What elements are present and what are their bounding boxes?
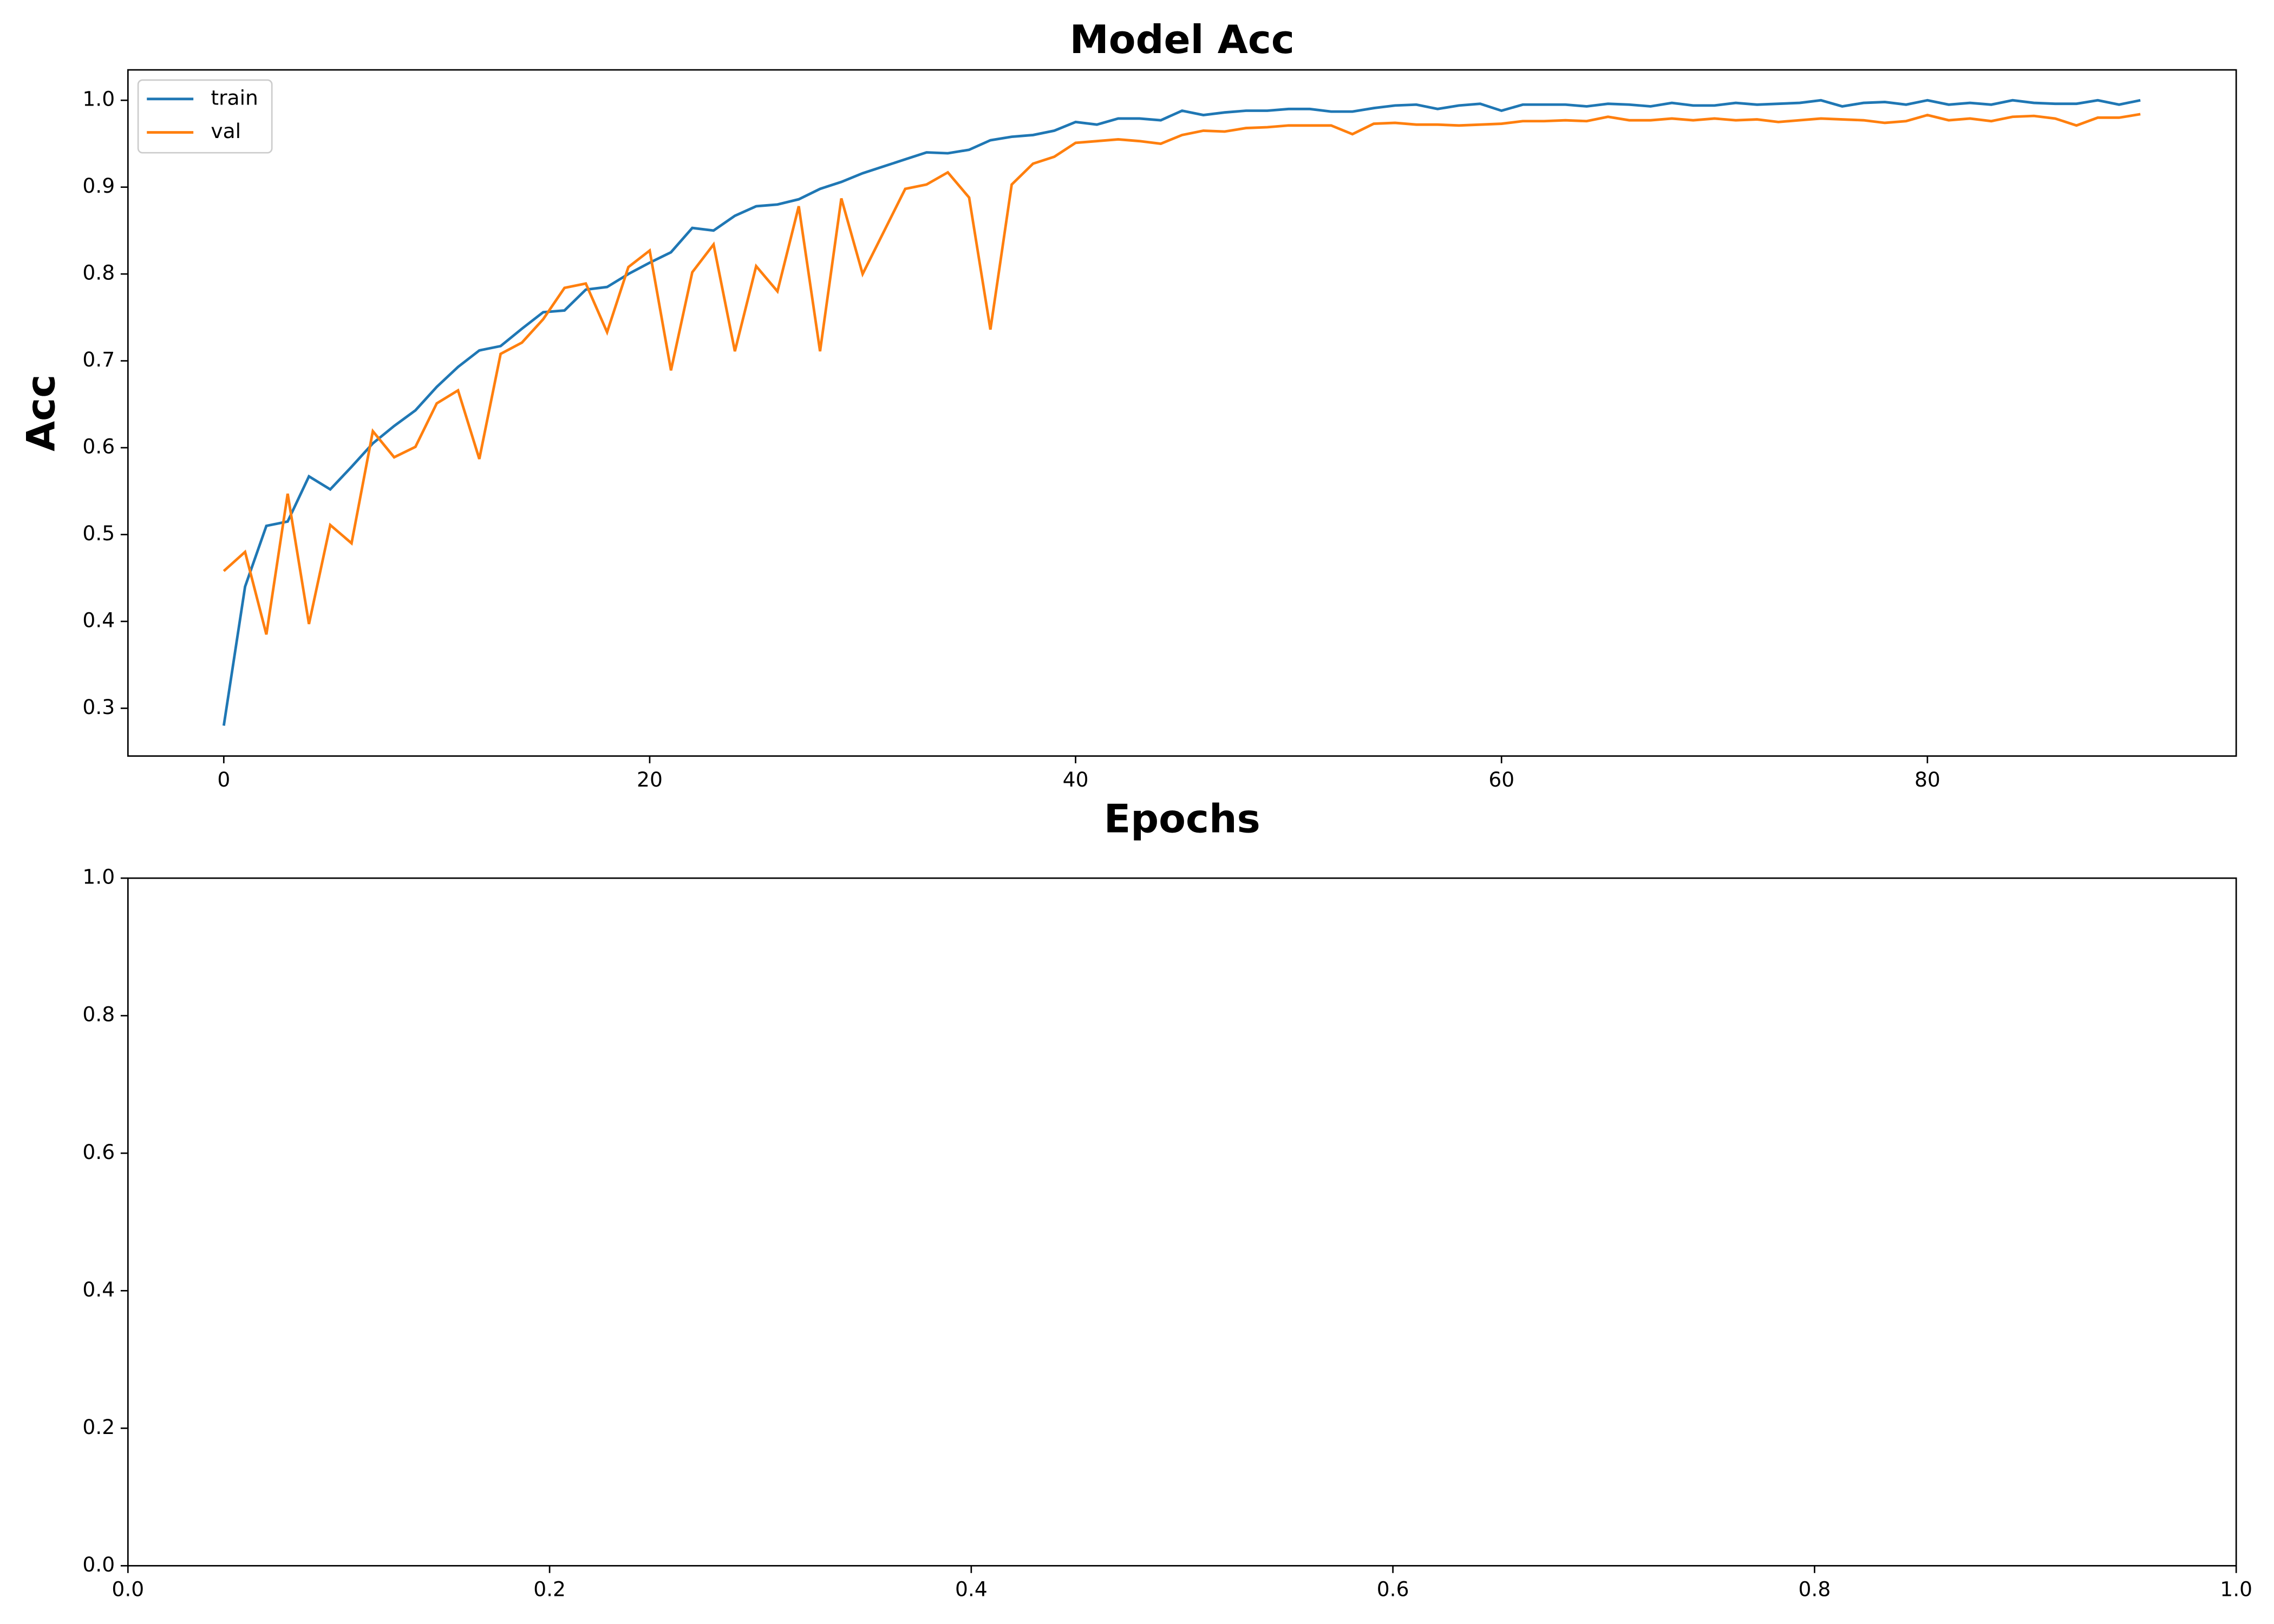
x-tick-label: 0.2 [533, 1577, 566, 1601]
y-tick-label: 0.9 [82, 174, 115, 198]
y-tick-label: 0.2 [82, 1415, 115, 1439]
line-series [222, 99, 2141, 726]
x-tick-label: 0.0 [112, 1577, 144, 1601]
y-tick-label: 0.0 [82, 1553, 115, 1576]
y-tick-label: 0.7 [82, 348, 115, 371]
legend-label: val [211, 119, 241, 143]
plot-frame [127, 877, 2237, 1567]
y-tick-label: 0.4 [82, 608, 115, 632]
y-axis-label: Acc [19, 375, 64, 451]
y-tick-label: 0.6 [82, 1140, 115, 1164]
legend-label: train [211, 86, 258, 109]
y-tick-label: 0.5 [82, 521, 115, 545]
x-tick-label: 20 [637, 768, 663, 791]
y-tick-label: 0.6 [82, 435, 115, 459]
x-tick-label: 80 [1914, 768, 1940, 791]
x-tick-label: 0.4 [955, 1577, 988, 1601]
x-tick-label: 0 [217, 768, 230, 791]
x-tick-label: 0.6 [1377, 1577, 1409, 1601]
x-axis-label: Epochs [1104, 796, 1260, 842]
y-tick-label: 0.8 [82, 261, 115, 285]
y-tick-label: 0.8 [82, 1003, 115, 1026]
line-series [223, 113, 2141, 635]
x-tick-label: 1.0 [2220, 1577, 2252, 1601]
y-tick-label: 1.0 [82, 87, 115, 111]
y-tick-label: 1.0 [82, 865, 115, 889]
y-tick-label: 0.4 [82, 1278, 115, 1301]
x-tick-label: 0.8 [1799, 1577, 1831, 1601]
x-tick-label: 40 [1063, 768, 1089, 791]
x-tick-label: 60 [1488, 768, 1514, 791]
plot-frame [127, 69, 2237, 757]
chart-title: Model Acc [1070, 17, 1295, 63]
y-tick-label: 0.3 [82, 695, 115, 719]
